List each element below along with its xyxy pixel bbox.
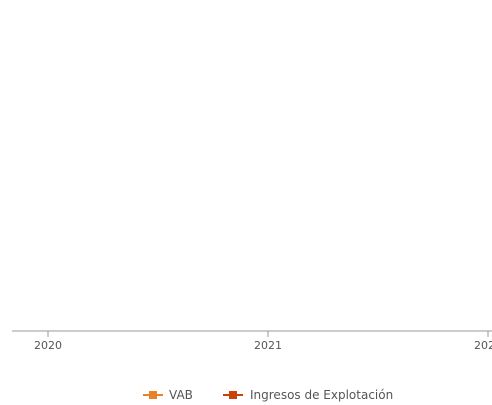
x-axis-ticks: 2020 2021 2022 [34,331,492,352]
legend-label: Ingresos de Explotación [250,388,393,402]
x-tick-label: 2022 [474,339,492,352]
legend-square-marker [229,391,237,399]
x-tick-label: 2021 [254,339,282,352]
legend-label: VAB [169,388,193,402]
legend-item[interactable]: VAB [143,388,193,402]
legend-square-marker [149,391,157,399]
legend: VAB Ingresos de Explotación [143,388,393,402]
legend-item[interactable]: Ingresos de Explotación [223,388,393,402]
x-tick-label: 2020 [34,339,62,352]
